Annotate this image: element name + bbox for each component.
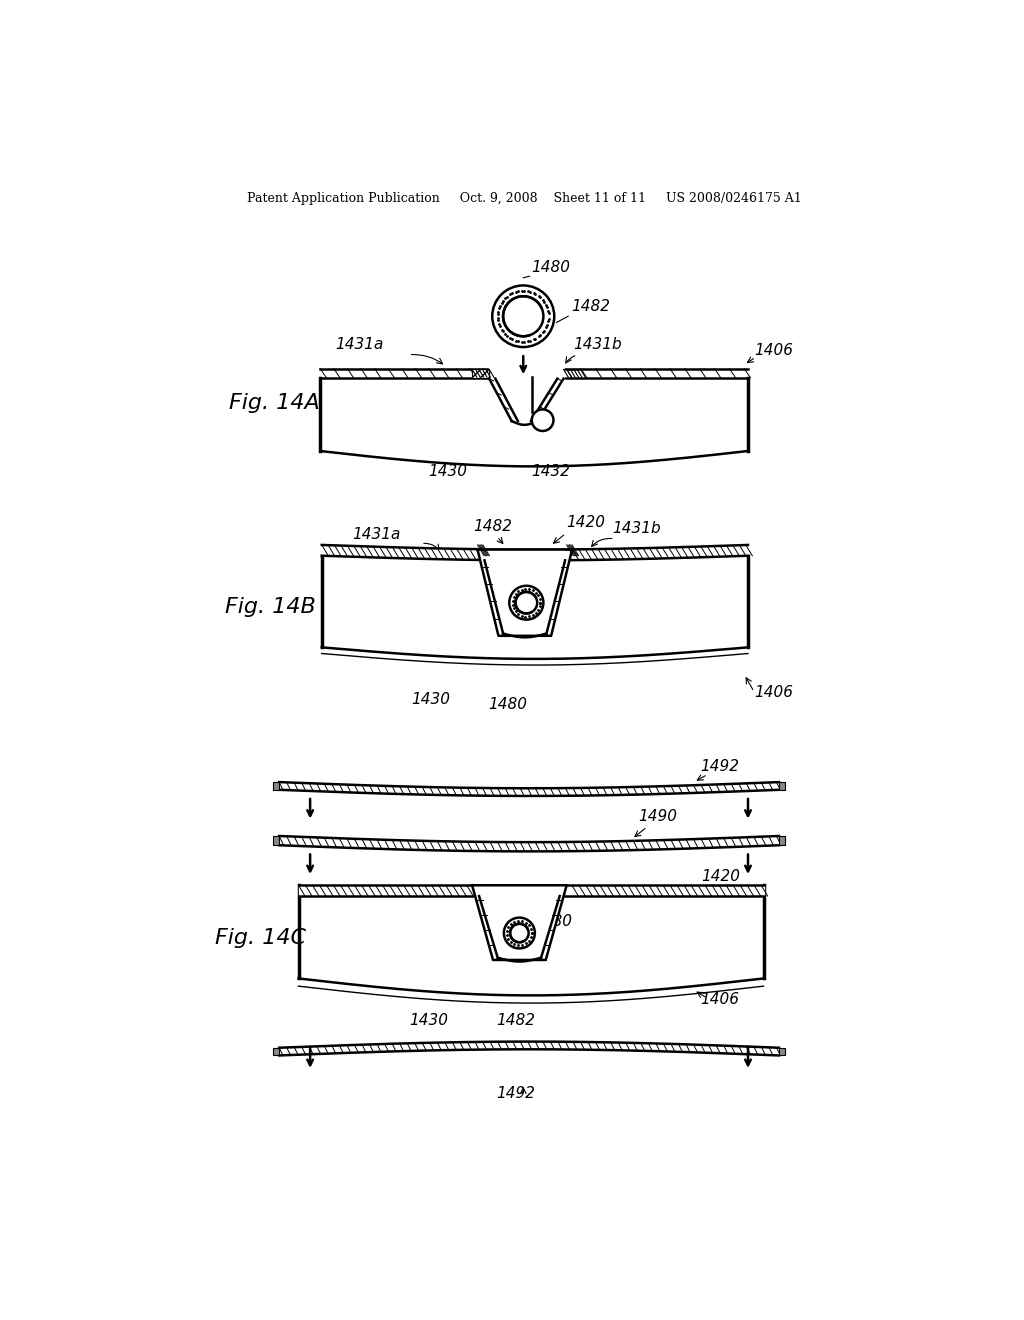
Bar (273, 1048, 280, 1056)
Bar (472, 368, 489, 378)
Bar (273, 836, 280, 845)
Polygon shape (280, 781, 779, 796)
Text: 1406: 1406 (755, 343, 794, 358)
Text: 1431a: 1431a (352, 527, 400, 541)
Circle shape (515, 591, 538, 614)
Text: 1480: 1480 (488, 697, 527, 711)
Text: Patent Application Publication     Oct. 9, 2008    Sheet 11 of 11     US 2008/02: Patent Application Publication Oct. 9, 2… (248, 191, 802, 205)
Polygon shape (280, 836, 779, 851)
Circle shape (504, 917, 535, 949)
Text: 1482: 1482 (496, 1012, 535, 1028)
Text: 1406: 1406 (755, 685, 794, 701)
Text: Fig. 14A: Fig. 14A (228, 392, 319, 413)
Bar (779, 781, 785, 789)
Bar (779, 836, 785, 845)
Polygon shape (477, 549, 572, 636)
Text: 1492: 1492 (700, 759, 739, 775)
Polygon shape (280, 1041, 779, 1056)
Text: Fig. 14B: Fig. 14B (225, 597, 315, 616)
Text: 1482: 1482 (571, 298, 610, 314)
Circle shape (510, 924, 528, 942)
Text: 1480: 1480 (531, 260, 570, 276)
Text: 1480: 1480 (534, 913, 572, 929)
Text: 1430: 1430 (410, 1012, 449, 1028)
Circle shape (503, 296, 544, 337)
Text: 1430: 1430 (428, 465, 467, 479)
Polygon shape (299, 896, 764, 995)
Text: 1432: 1432 (530, 465, 570, 479)
Text: 1482: 1482 (473, 519, 512, 535)
Polygon shape (299, 886, 764, 896)
Text: 1431b: 1431b (612, 521, 662, 536)
Text: Fig. 14C: Fig. 14C (215, 928, 306, 948)
Circle shape (531, 409, 554, 430)
Text: 1492: 1492 (496, 1086, 535, 1101)
Text: 1490: 1490 (638, 809, 677, 824)
Polygon shape (321, 378, 748, 466)
Text: 1420: 1420 (701, 869, 740, 883)
Text: 1431b: 1431b (573, 338, 623, 352)
Polygon shape (472, 886, 566, 960)
Text: 1430: 1430 (411, 692, 450, 706)
Text: 1431a: 1431a (336, 338, 384, 352)
Text: 1406: 1406 (700, 991, 739, 1007)
Circle shape (509, 586, 544, 619)
Polygon shape (322, 556, 748, 659)
Bar (273, 781, 280, 789)
Polygon shape (322, 545, 748, 560)
Text: 1420: 1420 (566, 515, 605, 531)
Bar (779, 1048, 785, 1056)
